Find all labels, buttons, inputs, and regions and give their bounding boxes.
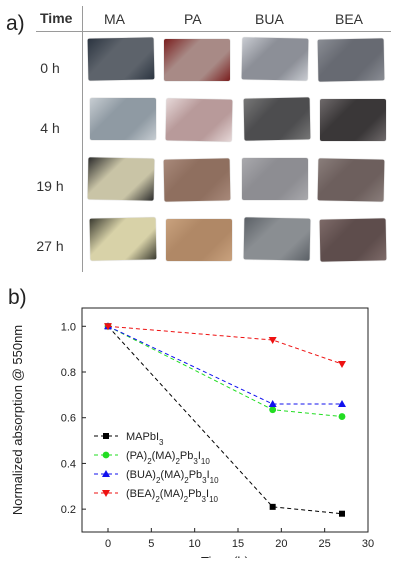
data-point-1-2 <box>338 413 346 420</box>
x-tick-label-4: 20 <box>275 538 287 550</box>
legend-marker-3 <box>102 490 110 497</box>
time-column-header: Time <box>40 10 73 26</box>
sample-photo-bua-19h <box>242 158 308 200</box>
y-tick-label-4: 1.0 <box>61 321 76 333</box>
column-header-ma: MA <box>104 11 125 27</box>
x-tick-label-3: 15 <box>232 538 244 550</box>
y-axis-label: Normalized absorption @ 550nm <box>10 325 25 515</box>
sample-photo-bua-27h <box>243 217 311 261</box>
row-label-0h: 0 h <box>40 60 60 76</box>
sample-photo-bea-4h <box>320 99 386 141</box>
sample-photo-pa-19h <box>163 158 231 202</box>
sample-photo-bua-0h <box>241 37 309 81</box>
x-tick-label-5: 25 <box>319 538 331 550</box>
sample-photo-ma-27h <box>89 217 157 261</box>
x-axis-label: Time (h) <box>201 554 249 558</box>
sample-photo-ma-4h <box>90 98 156 140</box>
y-tick-label-0: 0.2 <box>61 504 76 516</box>
x-tick-label-6: 30 <box>362 538 374 550</box>
y-tick-label-2: 0.6 <box>61 413 76 425</box>
data-point-1-1 <box>269 406 277 414</box>
legend-label-1: (PA)2(MA)2Pb3I10 <box>126 450 210 466</box>
x-tick-label-0: 0 <box>105 538 111 550</box>
plot-frame <box>81 307 369 533</box>
sample-photo-pa-0h <box>164 39 230 81</box>
panel-a-label: a) <box>6 12 25 35</box>
column-header-bea: BEA <box>335 11 364 27</box>
sample-photo-bea-27h <box>319 218 387 262</box>
panel-b-label: b) <box>8 286 27 309</box>
legend-marker-2 <box>102 470 110 477</box>
y-tick-label-1: 0.4 <box>61 458 76 470</box>
series-line-0 <box>107 325 343 515</box>
sample-photo-bua-4h <box>243 97 311 141</box>
data-point-3-0 <box>104 323 112 331</box>
sample-photo-ma-19h <box>87 157 155 201</box>
row-label-19h: 19 h <box>36 178 64 194</box>
legend-label-3: (BEA)2(MA)2Pb3I10 <box>126 488 219 504</box>
data-point-0-2 <box>339 510 345 517</box>
absorption-chart-panel: b) 0 5 10 15 20 25 30 0.2 0.4 0.6 0.8 1.0 Time (h) No… <box>0 282 401 563</box>
data-point-2-2 <box>338 400 346 407</box>
series-line-3 <box>107 325 343 365</box>
data-point-3-2 <box>338 361 346 368</box>
legend-marker-0 <box>103 433 109 439</box>
row-label-4h: 4 h <box>40 120 60 136</box>
sample-photo-pa-27h <box>166 219 232 261</box>
data-point-3-1 <box>268 337 277 344</box>
sample-photo-pa-4h <box>165 98 233 142</box>
series-line-1 <box>107 325 343 418</box>
column-header-pa: PA <box>184 11 202 27</box>
column-header-bua: BUA <box>255 11 284 27</box>
photo-grid-panel: a) Time MA PA BUA BEA 0 h 4 h 19 h 27 h <box>0 0 401 280</box>
legend-label-0: MAPbI3 <box>126 431 164 447</box>
legend-marker-1 <box>102 451 110 459</box>
row-label-27h: 27 h <box>36 238 64 254</box>
legend-label-2: (BUA)2(MA)2Pb3I10 <box>126 469 219 485</box>
absorption-chart: 0 5 10 15 20 25 30 0.2 0.4 0.6 0.8 1.0 Time (h) Norma… <box>10 307 374 563</box>
sample-photo-ma-0h <box>87 37 155 81</box>
header-divider <box>36 31 391 32</box>
time-column-divider <box>82 6 83 272</box>
data-point-0-1 <box>269 503 276 510</box>
data-point-2-1 <box>268 400 277 407</box>
x-tick-label-2: 10 <box>189 538 201 550</box>
sample-photo-bea-19h <box>317 158 385 202</box>
x-tick-label-1: 5 <box>148 538 154 550</box>
y-tick-label-3: 0.8 <box>61 367 76 379</box>
sample-photo-bea-0h <box>317 38 385 82</box>
